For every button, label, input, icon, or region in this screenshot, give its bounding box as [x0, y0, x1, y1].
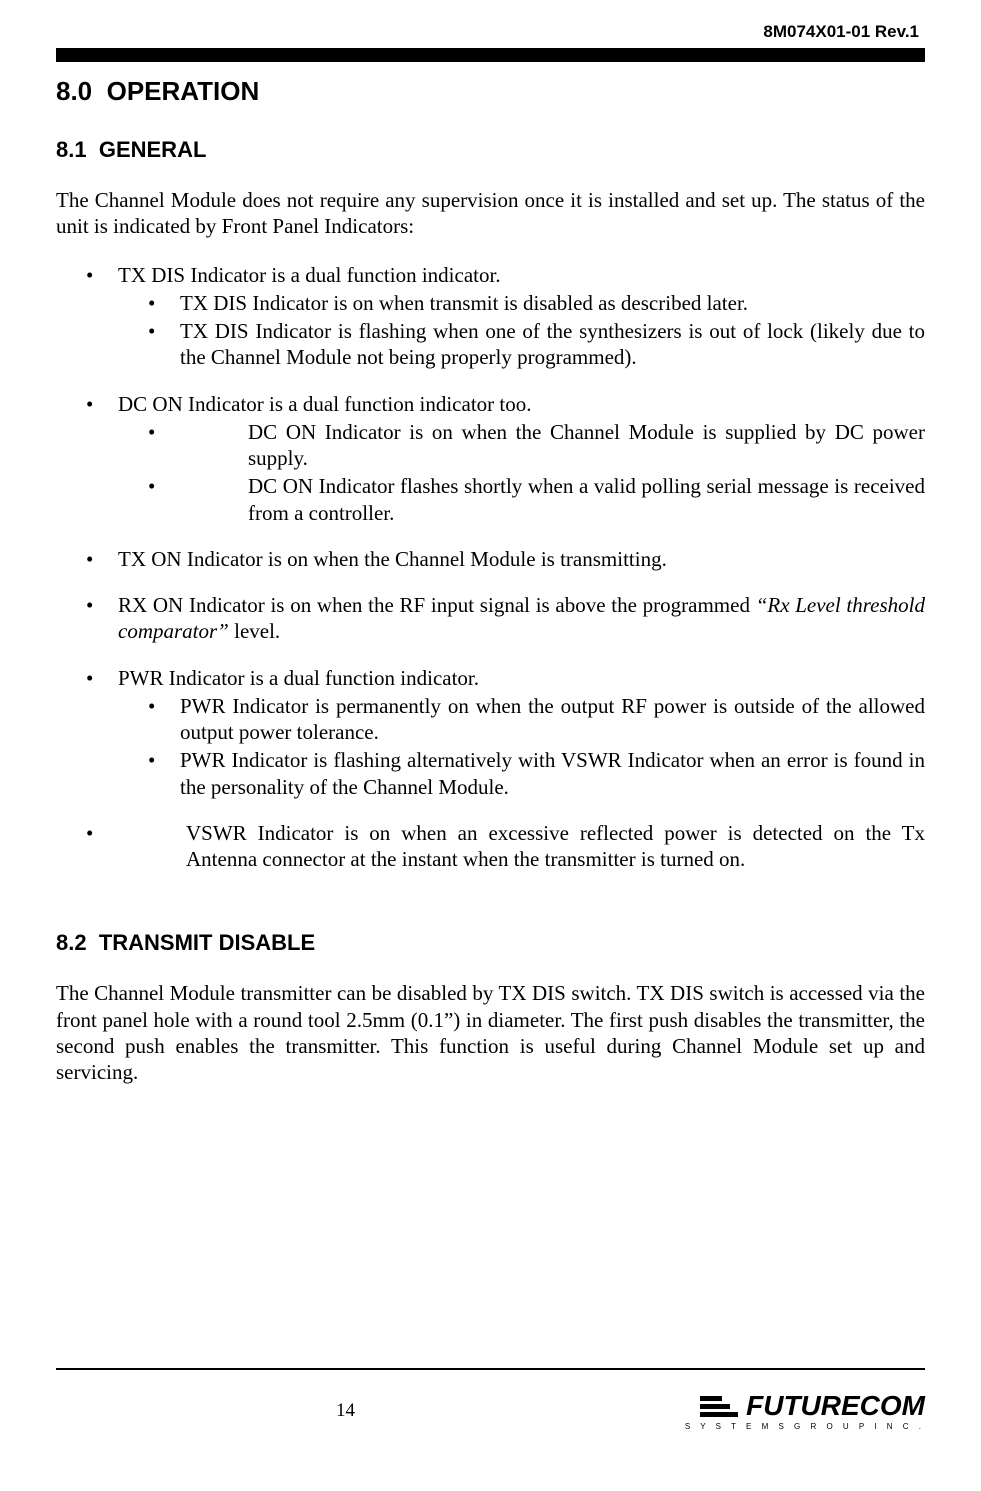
list-item: RX ON Indicator is on when the RF input … — [56, 592, 925, 645]
list-item: TX DIS Indicator is on when transmit is … — [118, 290, 925, 316]
document-page: 8M074X01-01 Rev.1 8.0 OPERATION 8.1 GENE… — [0, 0, 981, 1491]
company-logo: FUTURECOM S Y S T E M S G R O U P I N C … — [685, 1390, 925, 1431]
list-item: TX DIS Indicator is a dual function indi… — [56, 262, 925, 371]
list-item-text-post: level. — [229, 619, 280, 643]
top-header-rule — [56, 48, 925, 62]
list-item: PWR Indicator is flashing alternatively … — [118, 747, 925, 800]
list-item: PWR Indicator is permanently on when the… — [118, 693, 925, 746]
intro-paragraph: The Channel Module does not require any … — [56, 187, 925, 240]
list-item: DC ON Indicator is a dual function indic… — [56, 391, 925, 526]
footer-row: 14 FUTURECOM S Y S T E M S G R O U P I N… — [56, 1390, 925, 1431]
footer-rule — [56, 1368, 925, 1370]
page-number: 14 — [336, 1400, 355, 1422]
list-item-text-pre: RX ON Indicator is on when the RF input … — [118, 593, 756, 617]
page-footer: 14 FUTURECOM S Y S T E M S G R O U P I N… — [56, 1368, 925, 1431]
subsection-heading: 8.2 TRANSMIT DISABLE — [56, 930, 925, 956]
sub-list: DC ON Indicator is on when the Channel M… — [118, 419, 925, 526]
logo-text: FUTURECOM — [746, 1390, 925, 1422]
indicator-list: TX DIS Indicator is a dual function indi… — [56, 262, 925, 873]
list-item-text: VSWR Indicator is on when an excessive r… — [186, 821, 925, 871]
list-item: VSWR Indicator is on when an excessive r… — [56, 820, 925, 873]
list-item: DC ON Indicator is on when the Channel M… — [118, 419, 925, 472]
logo-subtext: S Y S T E M S G R O U P I N C . — [685, 1422, 925, 1431]
list-item: DC ON Indicator flashes shortly when a v… — [118, 473, 925, 526]
body-paragraph: The Channel Module transmitter can be di… — [56, 980, 925, 1085]
list-item: TX DIS Indicator is flashing when one of… — [118, 318, 925, 371]
logo-bars-icon — [700, 1396, 738, 1417]
list-item-text: PWR Indicator is a dual function indicat… — [118, 666, 479, 690]
list-item: PWR Indicator is a dual function indicat… — [56, 665, 925, 800]
sub-list: PWR Indicator is permanently on when the… — [118, 693, 925, 800]
section-title: OPERATION — [107, 76, 260, 106]
subsection-heading: 8.1 GENERAL — [56, 137, 925, 163]
subsection-title: TRANSMIT DISABLE — [99, 930, 315, 955]
list-item: TX ON Indicator is on when the Channel M… — [56, 546, 925, 572]
list-item-text: TX ON Indicator is on when the Channel M… — [118, 547, 667, 571]
logo-main: FUTURECOM — [700, 1390, 925, 1422]
subsection-number: 8.2 — [56, 930, 87, 955]
sub-list: TX DIS Indicator is on when transmit is … — [118, 290, 925, 371]
document-id: 8M074X01-01 Rev.1 — [56, 22, 925, 42]
section-number: 8.0 — [56, 76, 92, 106]
list-item-text: TX DIS Indicator is a dual function indi… — [118, 263, 501, 287]
subsection-title: GENERAL — [99, 137, 207, 162]
list-item-text: DC ON Indicator is a dual function indic… — [118, 392, 532, 416]
subsection-number: 8.1 — [56, 137, 87, 162]
section-heading: 8.0 OPERATION — [56, 76, 925, 107]
